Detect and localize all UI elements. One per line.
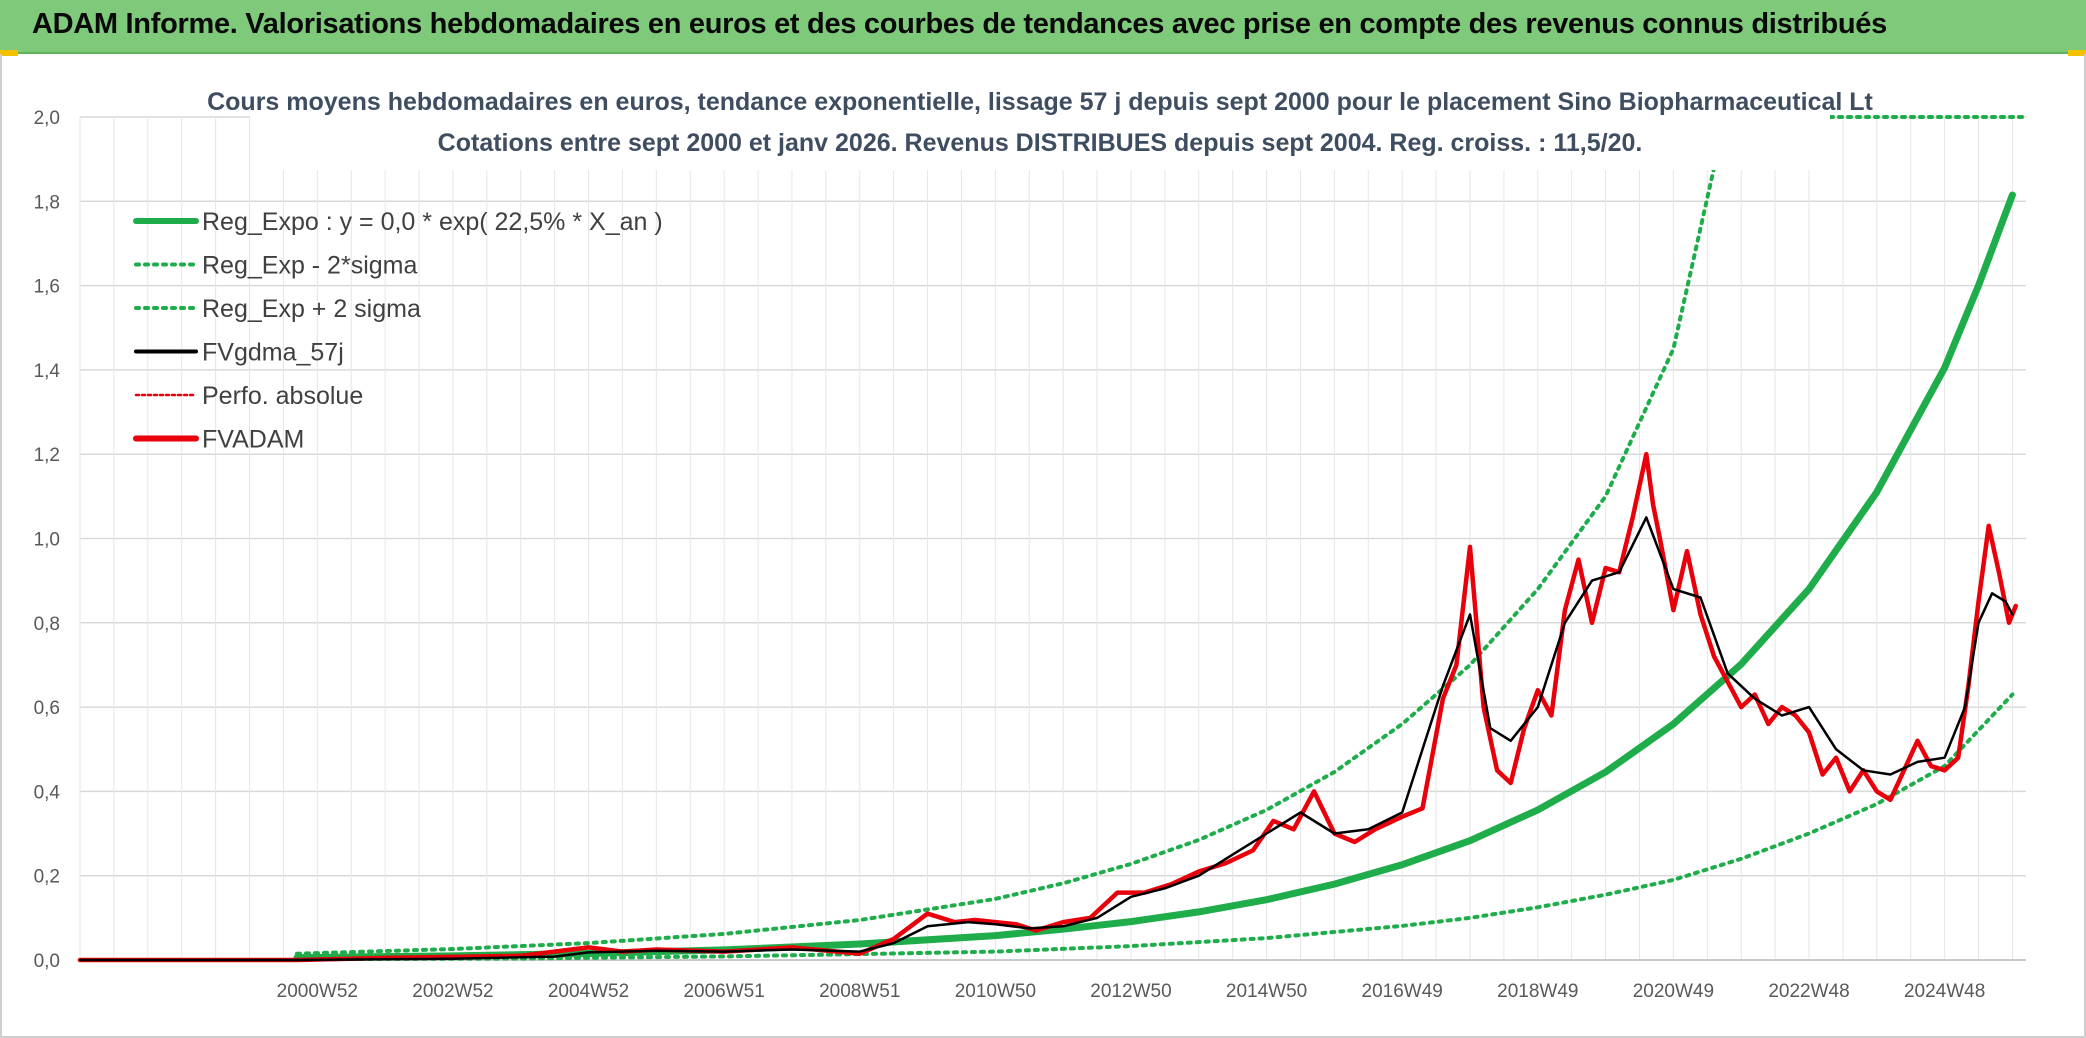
y-tick-label: 0,4 xyxy=(34,782,61,803)
y-tick-label: 1,2 xyxy=(34,445,60,466)
x-tick-label: 2018W49 xyxy=(1497,981,1578,1002)
legend-label-reg_plus: Reg_Exp + 2 sigma xyxy=(202,295,421,323)
legend-label-perfo: Perfo. absolue xyxy=(202,382,363,410)
legend-label-fvadam: FVADAM xyxy=(202,426,304,454)
x-tick-label: 2024W48 xyxy=(1904,981,1985,1002)
x-tick-label: 2022W48 xyxy=(1768,981,1849,1002)
legend-label-reg_minus: Reg_Exp - 2*sigma xyxy=(202,252,417,280)
header-corner-right xyxy=(2068,50,2086,56)
y-tick-label: 1,0 xyxy=(34,530,60,551)
y-tick-label: 0,8 xyxy=(34,614,60,635)
report-title: ADAM Informe. Valorisations hebdomadaire… xyxy=(32,8,1887,40)
chart-frame xyxy=(0,54,2086,1038)
x-tick-label: 2004W52 xyxy=(548,981,629,1002)
chart-title-line1: Cours moyens hebdomadaires en euros, ten… xyxy=(207,88,1873,116)
header-corner-left xyxy=(0,50,18,56)
series-fvgdma-57j xyxy=(78,516,2014,962)
series-reg-exp-minus-2sigma xyxy=(295,692,2015,962)
x-tick-label: 2008W51 xyxy=(819,981,900,1002)
x-tick-label: 2016W49 xyxy=(1362,981,1443,1002)
grid xyxy=(79,116,2026,961)
y-tick-label: 1,8 xyxy=(34,192,60,213)
report-header: ADAM Informe. Valorisations hebdomadaire… xyxy=(0,0,2086,54)
legend-label-fvgdma: FVgdma_57j xyxy=(202,339,344,367)
x-tick-label: 2010W50 xyxy=(955,981,1036,1002)
x-tick-label: 2012W50 xyxy=(1090,981,1171,1002)
x-tick-label: 2000W52 xyxy=(277,981,358,1002)
y-tick-label: 0,0 xyxy=(34,951,60,972)
chart-title-line2: Cotations entre sept 2000 et janv 2026. … xyxy=(438,129,1643,157)
y-tick-label: 0,2 xyxy=(34,867,60,888)
chart-legend: Reg_Expo : y = 0,0 * exp( 22,5% * X_an )… xyxy=(133,208,663,454)
x-tick-label: 2014W50 xyxy=(1226,981,1307,1002)
chart-title-group: Cours moyens hebdomadaires en euros, ten… xyxy=(207,80,1874,170)
series-group xyxy=(77,115,2024,963)
y-tick-label: 1,6 xyxy=(34,277,60,298)
chart-title-background xyxy=(250,80,1830,170)
x-tick-label: 2020W49 xyxy=(1633,981,1714,1002)
x-axis-ticks: 2000W52 2002W52 2004W52 2006W51 2008W51 2010W… xyxy=(277,981,1986,1002)
y-axis-ticks: 0,0 0,2 0,4 0,6 0,8 1,0 1,2 1,4 1,6 1,8 2,0 xyxy=(34,108,61,972)
legend-label-reg_expo: Reg_Expo : y = 0,0 * exp( 22,5% * X_an ) xyxy=(202,208,663,236)
y-tick-label: 0,6 xyxy=(34,698,60,719)
series-reg-exp-plus-2sigma xyxy=(295,165,1717,956)
x-tick-label: 2006W51 xyxy=(683,981,764,1002)
y-tick-label: 1,4 xyxy=(34,361,61,382)
y-tick-label: 2,0 xyxy=(34,108,60,129)
x-tick-label: 2002W52 xyxy=(412,981,493,1002)
